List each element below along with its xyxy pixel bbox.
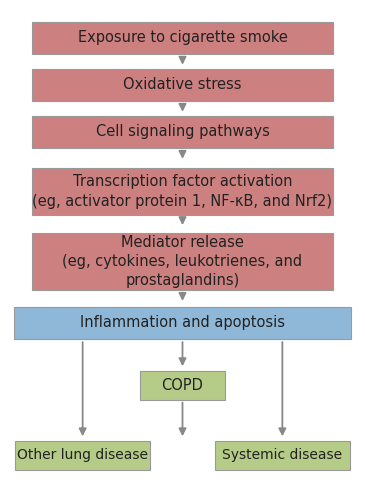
Text: Other lung disease: Other lung disease <box>17 448 148 462</box>
Text: Cell signaling pathways: Cell signaling pathways <box>96 124 269 140</box>
FancyBboxPatch shape <box>215 441 350 470</box>
Text: Exposure to cigarette smoke: Exposure to cigarette smoke <box>77 30 288 46</box>
FancyBboxPatch shape <box>32 116 333 148</box>
FancyBboxPatch shape <box>15 441 150 470</box>
FancyBboxPatch shape <box>32 68 333 101</box>
FancyBboxPatch shape <box>32 22 333 54</box>
FancyBboxPatch shape <box>32 168 333 215</box>
Text: Inflammation and apoptosis: Inflammation and apoptosis <box>80 316 285 330</box>
FancyBboxPatch shape <box>32 233 333 290</box>
Text: Mediator release
(eg, cytokines, leukotrienes, and
prostaglandins): Mediator release (eg, cytokines, leukotr… <box>62 235 303 288</box>
Text: Oxidative stress: Oxidative stress <box>123 78 242 92</box>
FancyBboxPatch shape <box>14 306 351 340</box>
FancyBboxPatch shape <box>141 371 224 400</box>
Text: Transcription factor activation
(eg, activator protein 1, NF-κB, and Nrf2): Transcription factor activation (eg, act… <box>32 174 333 208</box>
Text: COPD: COPD <box>162 378 203 393</box>
Text: Systemic disease: Systemic disease <box>222 448 342 462</box>
